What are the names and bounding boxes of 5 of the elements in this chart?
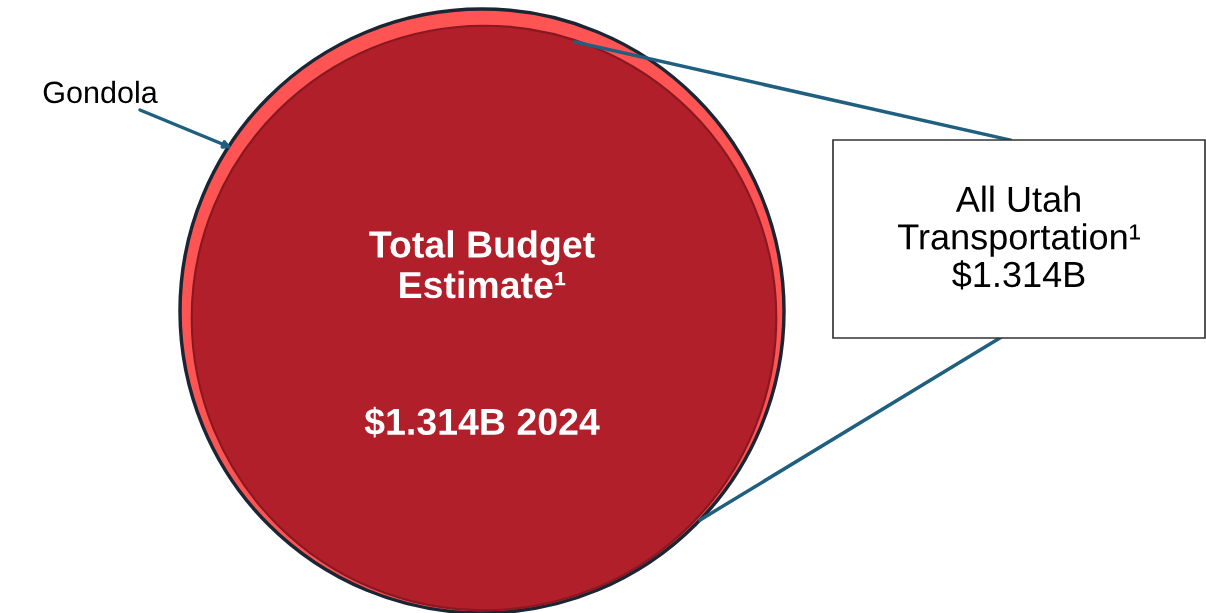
text: Total Budget Estimate¹ xyxy=(369,230,595,299)
data-label: $1.314B xyxy=(952,260,1085,290)
category-label: All Utah Transportation¹ xyxy=(898,185,1140,257)
text: $1.314B 2024 xyxy=(364,406,600,438)
category-label: Gondola xyxy=(43,80,158,104)
